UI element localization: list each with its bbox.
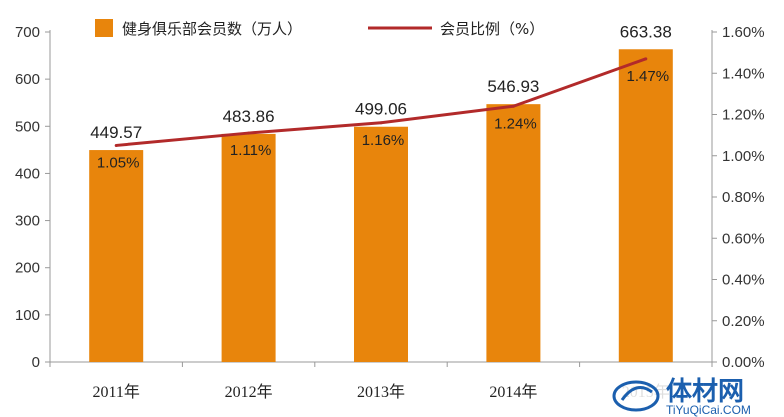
bar-series (89, 49, 673, 363)
y-right-tick-label: 0.00% (722, 354, 765, 371)
bar (89, 150, 144, 362)
y-left-tick-label: 400 (15, 165, 40, 182)
y-right-tick-label: 0.80% (722, 189, 765, 206)
line-point (114, 143, 118, 147)
bar (486, 104, 541, 363)
y-left-tick-label: 0 (32, 354, 40, 371)
line-value-label: 1.16% (362, 132, 405, 149)
legend-swatch-bar (95, 19, 113, 37)
bar (221, 133, 276, 362)
watermark-text: 体材网 (666, 377, 744, 407)
bar-value-label: 663.38 (620, 22, 672, 41)
data-labels: 449.57 483.86 499.06 546.93 663.38 1.05% 1.11%… (90, 22, 672, 171)
y-left-tick-label: 100 (15, 307, 40, 324)
y-right-tick-label: 0.60% (722, 230, 765, 247)
y-left-tick-label: 300 (15, 213, 40, 230)
y-left-tick-label: 200 (15, 260, 40, 277)
y-right-tick-label: 1.20% (722, 107, 765, 124)
line-point (511, 104, 515, 108)
y-right-tick-label: 0.40% (722, 272, 765, 289)
legend-label-line: 会员比例（%） (440, 20, 544, 38)
x-tick-label: 2013年 (357, 383, 405, 401)
line-point (644, 57, 648, 61)
bar (618, 49, 673, 363)
watermark-url: TiYuQiCai.COM (666, 403, 751, 417)
line-series (114, 57, 648, 147)
line-value-label: 1.47% (627, 68, 670, 85)
y-left-tick-label: 700 (15, 24, 40, 41)
line-value-label: 1.11% (230, 142, 271, 159)
bar-value-label: 499.06 (355, 100, 407, 119)
y-right-tick-label: 0.20% (722, 313, 765, 330)
x-tick-label: 2012年 (225, 383, 273, 401)
y-right-tick-label: 1.60% (722, 24, 765, 41)
y-left-tick-label: 500 (15, 118, 40, 135)
bar-value-label: 546.93 (487, 77, 539, 96)
watermark-logo-icon (612, 380, 660, 412)
line-value-label: 1.05% (97, 154, 140, 171)
bar-value-label: 449.57 (90, 123, 142, 142)
x-tick-label: 2014年 (489, 383, 537, 401)
line-value-label: 1.24% (494, 115, 537, 132)
line-point (379, 121, 383, 125)
y-right-tick-label: 1.00% (722, 148, 765, 165)
line-point (247, 131, 251, 135)
bar (354, 126, 408, 363)
bar-value-label: 483.86 (223, 107, 275, 126)
y-right-tick-label: 1.40% (722, 65, 765, 82)
legend-label-bar: 健身俱乐部会员数（万人） (122, 20, 302, 38)
y-left-tick-label: 600 (15, 71, 40, 88)
x-tick-label: 2011年 (92, 383, 139, 401)
watermark-swoosh-icon (620, 386, 653, 401)
legend: 健身俱乐部会员数（万人） 会员比例（%） (95, 19, 544, 38)
